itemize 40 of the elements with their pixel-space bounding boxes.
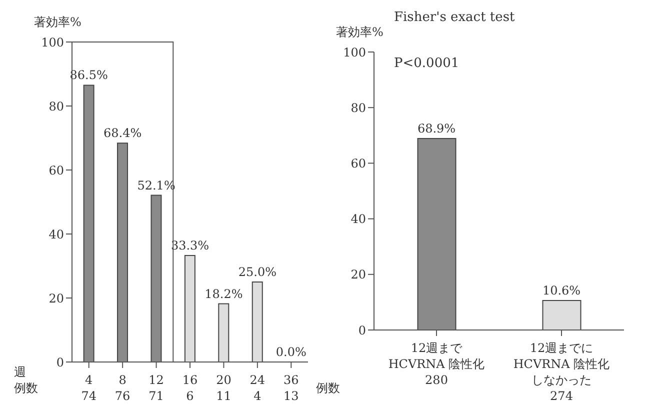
y-tick-label: 20 [350, 268, 366, 282]
x-tick-label: 20 11 [216, 373, 232, 403]
bar [252, 282, 263, 362]
x-tick-label: 12 71 [148, 373, 164, 403]
annotation: P<0.0001 [394, 56, 460, 71]
y-tick-label: 20 [48, 291, 64, 306]
y-tick-label: 100 [41, 35, 64, 50]
data-label: 25.0% [238, 265, 276, 279]
x-tick-label: 12週までに HCVRNA 陰性化しなかった 274 [513, 341, 610, 403]
y-axis-title: 著効率% [34, 14, 82, 31]
chart-title: Fisher's exact test [394, 10, 515, 25]
text: 例数 [316, 380, 340, 397]
x-tick-label: 8 76 [114, 373, 130, 403]
text: 週 [14, 364, 26, 381]
y-tick-label: 100 [343, 45, 366, 60]
data-label: 68.9% [417, 121, 456, 136]
data-label: 18.2% [204, 286, 243, 301]
y-tick-label: 0 [56, 355, 64, 370]
data-label: 10.6% [542, 284, 581, 298]
bar [83, 84, 94, 362]
bar [117, 142, 128, 362]
x-tick-label: 36 13 [284, 373, 299, 403]
x-tick-label: 24 4 [250, 373, 266, 403]
y-tick-label: 0 [358, 323, 366, 338]
y-tick-label: 80 [48, 99, 64, 114]
data-label: 0.0% [276, 345, 306, 359]
x-tick-label: 4 74 [81, 373, 97, 403]
y-axis-title: 著効率% [336, 24, 384, 41]
y-tick-label: 40 [350, 212, 366, 226]
x-tick-label: 16 6 [182, 373, 198, 403]
y-tick-label: 60 [350, 156, 366, 170]
bar [218, 303, 230, 362]
text: 例数 [14, 380, 38, 397]
y-tick-label: 40 [48, 227, 64, 242]
y-tick-label: 60 [48, 163, 64, 178]
y-tick-label: 80 [350, 100, 366, 115]
x-tick-label: 12週まで HCVRNA 陰性化 280 [388, 341, 485, 387]
bar [150, 194, 162, 362]
bar [184, 254, 196, 362]
data-label: 68.4% [104, 126, 142, 140]
